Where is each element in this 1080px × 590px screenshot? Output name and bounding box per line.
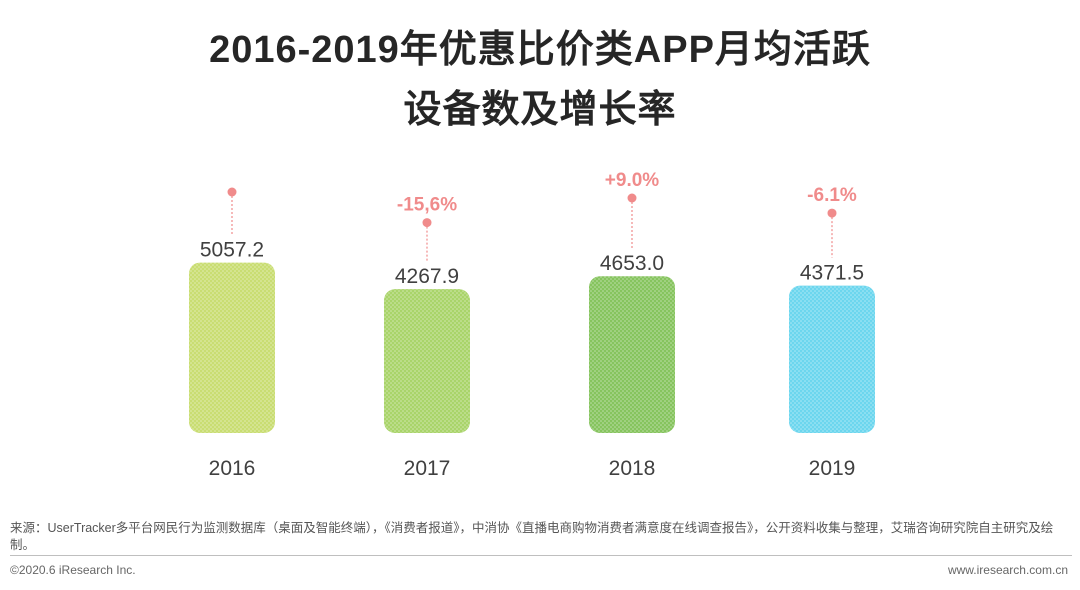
bar-texture-2018 xyxy=(589,276,675,433)
growth-point-2019 xyxy=(827,208,837,218)
chart-area: 5057.2 2016 4267.9 -15,6% 2017 4653.0 +9.0% 201… xyxy=(189,170,875,480)
growth-point-2017 xyxy=(422,218,432,228)
x-tick-2019: 2019 xyxy=(809,457,856,480)
bar-texture-2016 xyxy=(189,262,275,433)
value-label-2018: 4653.0 xyxy=(600,252,664,275)
x-tick-2017: 2017 xyxy=(404,457,451,480)
website-url: www.iresearch.com.cn xyxy=(947,563,1068,577)
chart-title-line-2: 设备数及增长率 xyxy=(403,89,677,131)
growth-label-2018: +9.0% xyxy=(605,170,660,191)
bar-texture-2019 xyxy=(789,285,875,433)
copyright-text: ©2020.6 iResearch Inc. xyxy=(10,563,136,577)
bar-texture-2017 xyxy=(384,289,470,433)
value-label-2019: 4371.5 xyxy=(800,262,864,285)
growth-point-2016 xyxy=(227,187,237,197)
source-note: 来源：UserTracker多平台网民行为监测数据库（桌面及智能终端），《消费者… xyxy=(10,521,1054,552)
growth-point-2018 xyxy=(627,193,637,203)
value-label-2017: 4267.9 xyxy=(395,265,459,288)
chart-title-line-1: 2016-2019年优惠比价类APP月均活跃 xyxy=(209,29,871,71)
footer-divider xyxy=(10,555,1072,556)
growth-label-2019: -6.1% xyxy=(807,185,857,206)
value-label-2016: 5057.2 xyxy=(200,239,264,262)
growth-label-2017: -15,6% xyxy=(397,195,457,216)
x-tick-2016: 2016 xyxy=(209,457,256,480)
x-tick-2018: 2018 xyxy=(609,457,656,480)
